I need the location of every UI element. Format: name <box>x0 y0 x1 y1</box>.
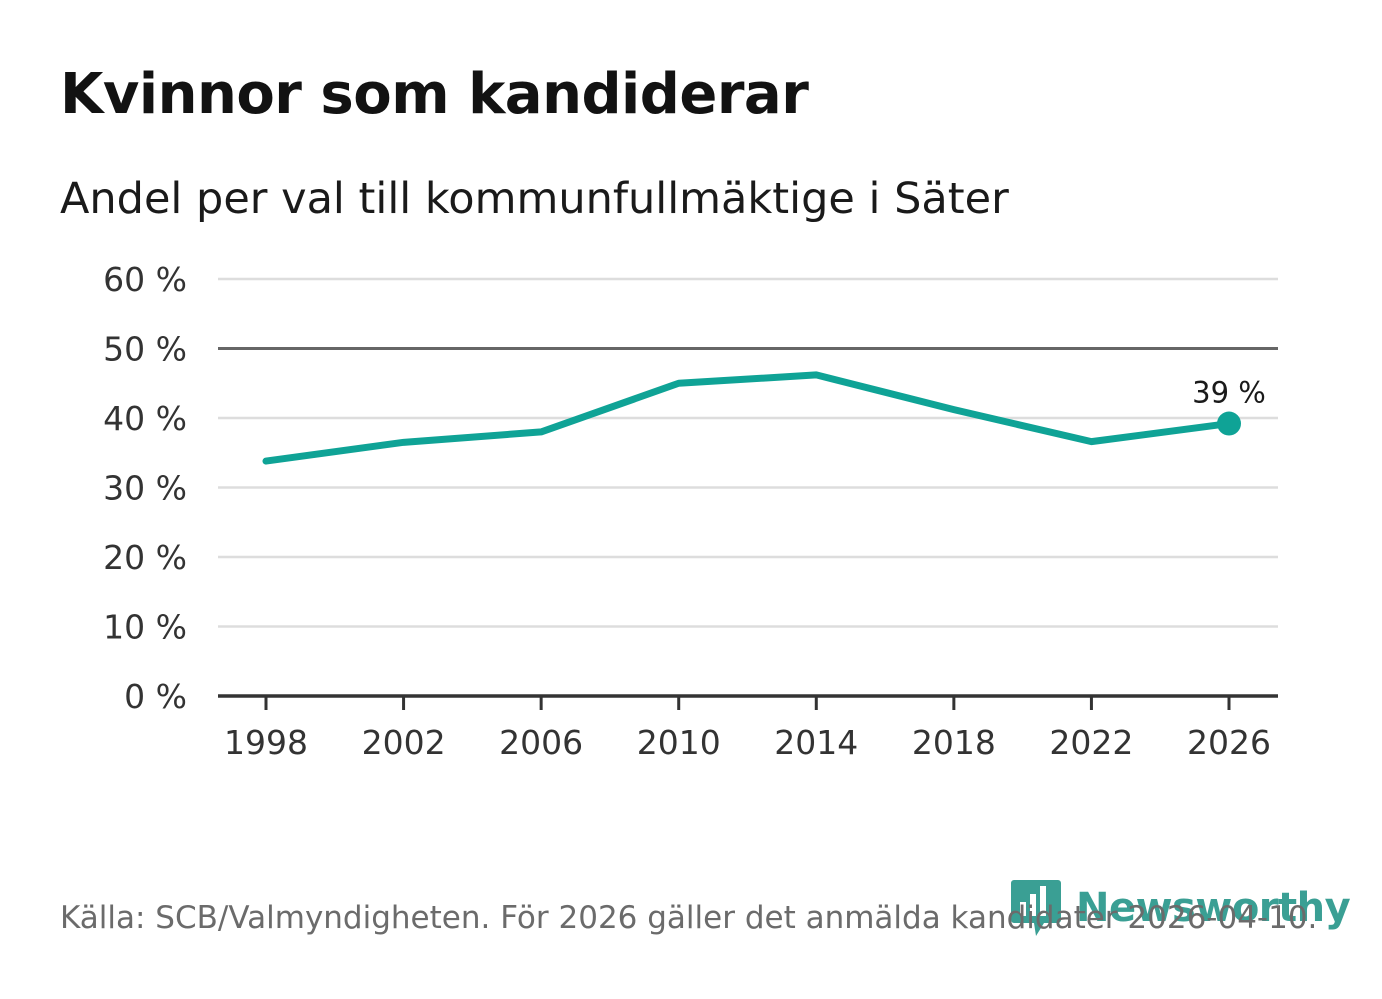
y-tick-label: 60 % <box>103 260 187 299</box>
x-tick-label: 2006 <box>499 723 583 762</box>
y-tick-label: 20 % <box>103 538 187 577</box>
source-note: Källa: SCB/Valmyndigheten. För 2026 gäll… <box>60 900 1318 936</box>
x-tick-label: 2014 <box>774 723 858 762</box>
chart-subtitle: Andel per val till kommunfullmäktige i S… <box>60 174 1009 224</box>
y-tick-label: 0 % <box>124 677 187 716</box>
end-point-marker <box>1217 411 1241 436</box>
x-tick-label: 2022 <box>1049 723 1133 762</box>
y-tick-label: 10 % <box>103 608 187 647</box>
gridlines <box>218 277 1278 698</box>
x-tick-label: 2026 <box>1187 723 1271 762</box>
y-tick-label: 40 % <box>103 399 187 438</box>
bar-chart-bubble-icon <box>1010 878 1062 938</box>
series-share-women: 39 % <box>262 371 1266 465</box>
newsworthy-logo: Newsworthy <box>1010 878 1351 938</box>
y-tick-label: 30 % <box>103 469 187 508</box>
x-tick-label: 2010 <box>637 723 721 762</box>
y-axis-ticks: 0 % 10 % 20 % 30 % 40 % 50 % 60 % <box>103 260 187 716</box>
series-line <box>262 371 1233 465</box>
x-tick-label: 2002 <box>362 723 446 762</box>
logo-text: Newsworthy <box>1076 885 1351 931</box>
end-value-label: 39 % <box>1192 376 1266 410</box>
y-tick-label: 50 % <box>103 330 187 369</box>
x-tick-label: 1998 <box>224 723 308 762</box>
chart-title: Kvinnor som kandiderar <box>60 62 809 127</box>
x-axis-ticks: 1998 2002 2006 2010 2014 2018 2022 2026 <box>224 696 1271 762</box>
x-tick-label: 2018 <box>912 723 996 762</box>
